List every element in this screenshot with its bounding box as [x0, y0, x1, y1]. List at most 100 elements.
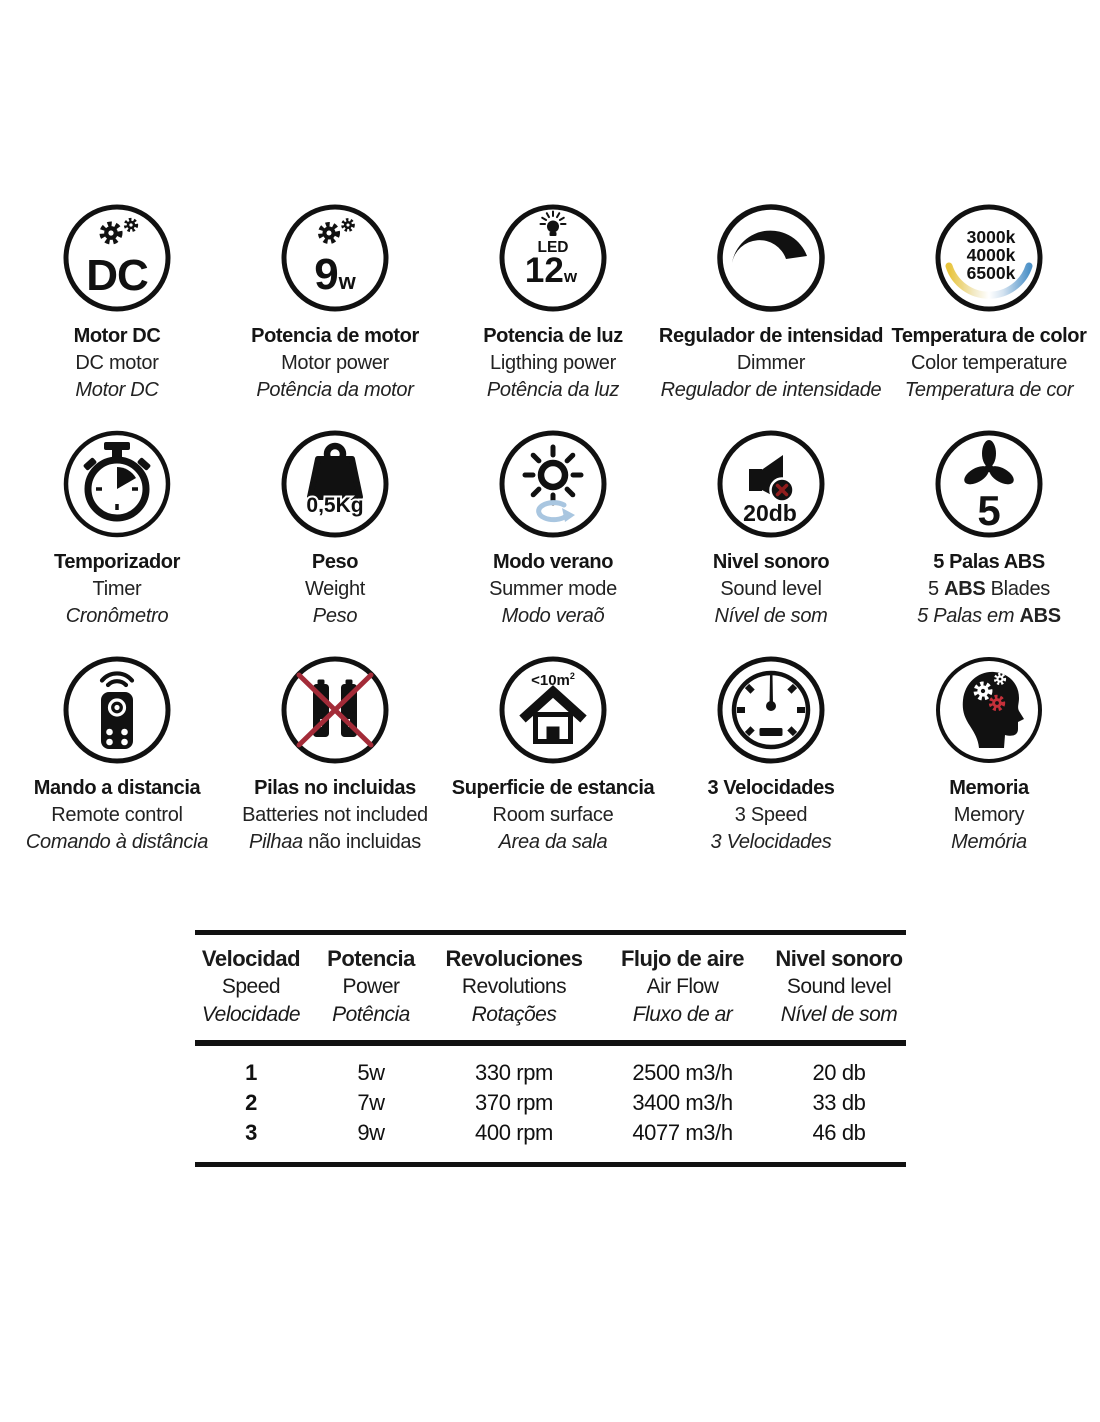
bulb — [547, 220, 559, 233]
cell-rpm: 400 rpm — [475, 1120, 553, 1145]
cell-speed: 1 — [245, 1060, 257, 1085]
light-power-icon: LED 12w — [499, 204, 607, 312]
svg-text:AAA: AAA — [314, 709, 328, 716]
mute-x — [775, 483, 789, 497]
label-es: Pilas no incluidas — [254, 777, 416, 799]
table-body: 1 5w 330 rpm 2500 m3/h 20 db 2 7w 370 rp… — [195, 1046, 906, 1167]
signal-waves — [99, 671, 135, 688]
feature-speeds: 3 Velocidades 3 Speed 3 Velocidades — [662, 655, 880, 881]
feature-labels: Nivel sonoro Sound level Nível de som — [712, 549, 830, 630]
col-header-revolutions: Revoluciones Revolutions Rotações — [445, 946, 583, 1026]
label-en: Memory — [953, 804, 1025, 826]
feature-labels: 3 Velocidades 3 Speed 3 Velocidades — [707, 775, 835, 856]
temperature-arc — [945, 262, 1033, 299]
feature-room-surface: <10m2 Superficie de estancia Room surfac… — [444, 655, 662, 881]
cell-sound: 33 db — [812, 1090, 866, 1115]
label-pt: Nível de som — [714, 605, 828, 627]
color-temperature-icon: 3000k 4000k 6500k — [935, 204, 1043, 312]
feature-light-power: LED 12w Potencia de luz Ligthing power P… — [444, 203, 662, 429]
feature-labels: Temporizador Timer Cronômetro — [54, 549, 180, 630]
label-es: Motor DC — [73, 325, 161, 347]
label-pt: Potência da motor — [256, 379, 414, 401]
label-en: Ligthing power — [490, 352, 616, 374]
svg-text:12w: 12w — [525, 251, 578, 290]
dimmer-knob-arc — [732, 230, 807, 263]
bulb-rays — [539, 210, 567, 225]
label-pt: Pilhaa não incluidas — [249, 831, 421, 853]
batteries-crossed-icon: + + AAA AAA — [281, 656, 389, 764]
cell-sound: 20 db — [812, 1060, 866, 1085]
feature-sound-level: 20db Nivel sonoro Sound level Nível de s… — [662, 429, 880, 655]
remote-buttons — [106, 728, 128, 746]
svg-text:<10m2: <10m2 — [531, 671, 575, 689]
door — [546, 726, 560, 742]
label-en: Color temperature — [910, 352, 1068, 374]
feature-labels: Superficie de estancia Room surface Area… — [451, 775, 655, 856]
svg-text:LED: LED — [538, 239, 569, 256]
col-header-power: Potencia Power Potência — [327, 946, 415, 1026]
label-es: Superficie de estancia — [451, 777, 655, 799]
label-es: Temperatura de color — [891, 325, 1087, 347]
red-gear — [988, 694, 1006, 712]
label-es: Potencia de motor — [251, 325, 419, 347]
label-pt: 5 Palas em ABS — [917, 605, 1061, 627]
label-en: 3 Speed — [734, 804, 808, 826]
label-en: Summer mode — [489, 578, 617, 600]
label-pt: Peso — [312, 605, 358, 627]
label-pt: Regulador de intensidade — [660, 379, 882, 401]
label-pt: Potência da luz — [486, 379, 620, 401]
feature-batteries-not-included: + + AAA AAA Pilas no incluidas Batteries… — [226, 655, 444, 881]
label-pt: Modo veraõ — [501, 605, 605, 627]
cell-power: 9w — [357, 1120, 385, 1145]
label-pt: Temperatura de cor — [904, 379, 1074, 401]
feature-dc-motor: DC Motor DC DC motor Motor DC — [8, 203, 226, 429]
rotation-arrowhead — [562, 508, 575, 522]
speaker-mute-icon: 20db — [717, 430, 825, 538]
gauge-icon — [717, 656, 825, 764]
feature-summer-mode: Modo verano Summer mode Modo veraõ — [444, 429, 662, 655]
feature-grid: DC Motor DC DC motor Motor DC 9w Potenci… — [8, 203, 1098, 881]
feature-memory: Memoria Memory Memória — [880, 655, 1098, 881]
cell-rpm: 370 rpm — [475, 1090, 553, 1115]
gauge-ticks — [737, 683, 805, 737]
label-en: 5 ABS Blades — [927, 578, 1050, 600]
svg-text:9w: 9w — [314, 250, 356, 299]
label-pt: Comando à distância — [25, 831, 209, 853]
label-en: Room surface — [492, 804, 614, 826]
feature-labels: Potencia de luz Ligthing power Potência … — [483, 323, 623, 404]
house-icon: <10m2 — [499, 656, 607, 764]
label-es: Modo verano — [492, 551, 614, 573]
dimmer-icon — [717, 204, 825, 312]
weight-icon: 0,5Kg — [281, 430, 389, 538]
memory-head-icon — [936, 657, 1042, 763]
feature-dimmer: Regulador de intensidad Dimmer Regulador… — [658, 203, 884, 429]
svg-text:6500k: 6500k — [967, 263, 1016, 283]
label-en: Motor power — [281, 352, 389, 374]
label-es: Peso — [311, 551, 359, 573]
svg-text:20db: 20db — [743, 500, 797, 526]
feature-labels: Memoria Memory Memória — [949, 775, 1029, 856]
feature-motor-power: 9w Potencia de motor Motor power Potênci… — [226, 203, 444, 429]
label-es: Nivel sonoro — [712, 551, 830, 573]
col-header-sound: Nivel sonoro Sound level Nível de som — [775, 946, 903, 1026]
label-en: Batteries not included — [242, 804, 428, 826]
table-row: 2 7w 370 rpm 3400 m3/h 33 db — [195, 1088, 906, 1118]
fan-blades-icon: 5 — [935, 430, 1043, 538]
label-pt: Area da sala — [498, 831, 608, 853]
feature-labels: Potencia de motor Motor power Potência d… — [251, 323, 419, 404]
label-en: Dimmer — [736, 352, 806, 374]
svg-text:5: 5 — [977, 487, 1000, 534]
label-es: Mando a distancia — [33, 777, 201, 799]
label-pt: Cronômetro — [65, 605, 169, 627]
feature-labels: Motor DC DC motor Motor DC — [74, 323, 161, 404]
label-es: Regulador de intensidad — [658, 325, 884, 347]
feature-timer: Temporizador Timer Cronômetro — [8, 429, 226, 655]
label-es: Potencia de luz — [483, 325, 623, 347]
stopwatch-icon — [63, 430, 171, 538]
label-en: Remote control — [51, 804, 183, 826]
cell-airflow: 2500 m3/h — [632, 1060, 733, 1085]
remote-control-icon — [63, 656, 171, 764]
cell-airflow: 4077 m3/h — [632, 1120, 733, 1145]
feature-abs-blades: 5 5 Palas ABS 5 ABS Blades 5 Palas em AB… — [880, 429, 1098, 655]
